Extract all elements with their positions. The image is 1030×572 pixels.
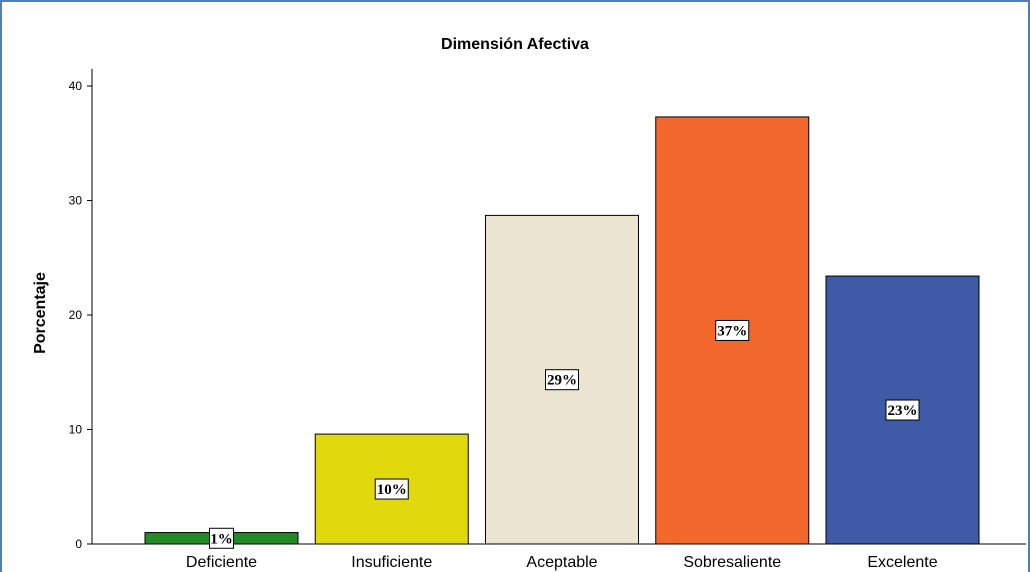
y-axis-ticks: 0 10 20 30 40: [69, 79, 92, 551]
y-tick-label: 0: [75, 537, 82, 551]
data-label-box: [715, 319, 750, 341]
y-tick-label: 40: [69, 79, 83, 93]
y-tick-label: 30: [69, 194, 83, 208]
data-label: 23%: [888, 403, 918, 419]
data-label: 29%: [547, 373, 577, 389]
x-category-label: Insuficiente: [351, 554, 432, 571]
x-category-label: Aceptable: [526, 554, 597, 571]
y-tick-label: 10: [69, 423, 83, 437]
y-tick-label: 20: [69, 308, 83, 322]
data-label-box: [374, 478, 409, 500]
x-category-label: Excelente: [867, 554, 937, 571]
data-label: 10%: [377, 482, 407, 498]
x-category-label: Sobresaliente: [683, 554, 781, 571]
data-label-box: [545, 369, 579, 391]
x-category-label: Deficiente: [186, 554, 257, 571]
data-label-box: [885, 399, 920, 421]
bars: 1% 10% 29% 37% 23%: [144, 116, 980, 549]
data-label-box: [209, 527, 234, 549]
x-axis-labels: Deficiente Insuficiente Aceptable Sobresali…: [186, 554, 938, 571]
data-label: 1%: [210, 531, 233, 547]
chart-title: Dimensión Afectiva: [441, 36, 589, 53]
data-label: 37%: [717, 323, 747, 339]
